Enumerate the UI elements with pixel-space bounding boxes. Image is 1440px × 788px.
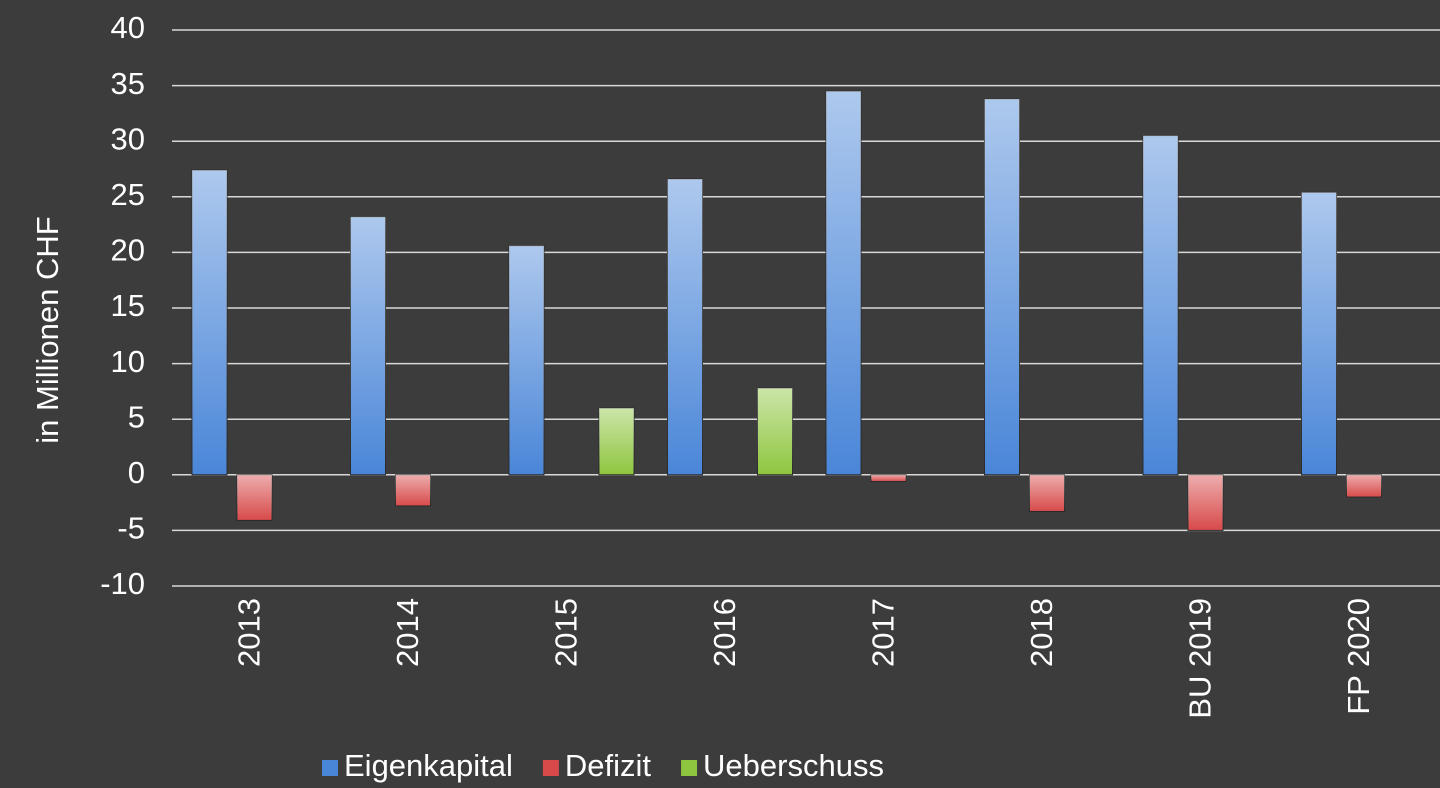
legend-swatch [681,760,698,776]
x-tick-label: 2015 [548,598,583,667]
bar [236,474,273,521]
bar [1187,474,1224,531]
x-tick-label: 2013 [231,598,266,667]
y-tick-label: 30 [111,121,145,156]
y-tick-label: -5 [117,511,145,546]
bar [1029,474,1065,512]
bar [508,245,545,476]
y-tick-label: 5 [128,399,145,434]
x-tick-label: 2014 [390,598,425,667]
y-tick-label: 35 [111,66,145,101]
y-tick-label: 15 [111,288,145,323]
legend-swatch [322,760,338,776]
x-tick-label: BU 2019 [1182,598,1217,719]
bar [667,178,703,476]
x-tick-label: 2016 [707,598,742,667]
x-tick-label: 2018 [1024,598,1059,667]
bar [598,407,635,476]
bar [757,387,793,476]
legend-label: Defizit [565,748,652,783]
legend-label: Eigenkapital [344,748,513,783]
bar [870,474,907,482]
x-tick-label: FP 2020 [1341,598,1376,715]
bar [825,90,862,476]
y-axis-label: in Millionen CHF [30,216,65,443]
bar [984,98,1020,476]
legend-label: Ueberschuss [703,748,884,783]
y-tick-label: -10 [100,566,145,601]
bar [1301,191,1337,476]
x-tick-label: 2017 [865,598,900,667]
bar [350,216,386,476]
y-tick-label: 40 [111,10,145,45]
y-tick-label: 10 [111,344,145,379]
bar [1346,474,1382,498]
bar [191,169,228,476]
y-tick-label: 20 [111,233,145,268]
legend-swatch [542,760,559,776]
bar [1142,135,1179,476]
y-tick-label: 25 [111,177,145,212]
y-tick-label: 0 [128,455,145,490]
bar [395,474,431,507]
